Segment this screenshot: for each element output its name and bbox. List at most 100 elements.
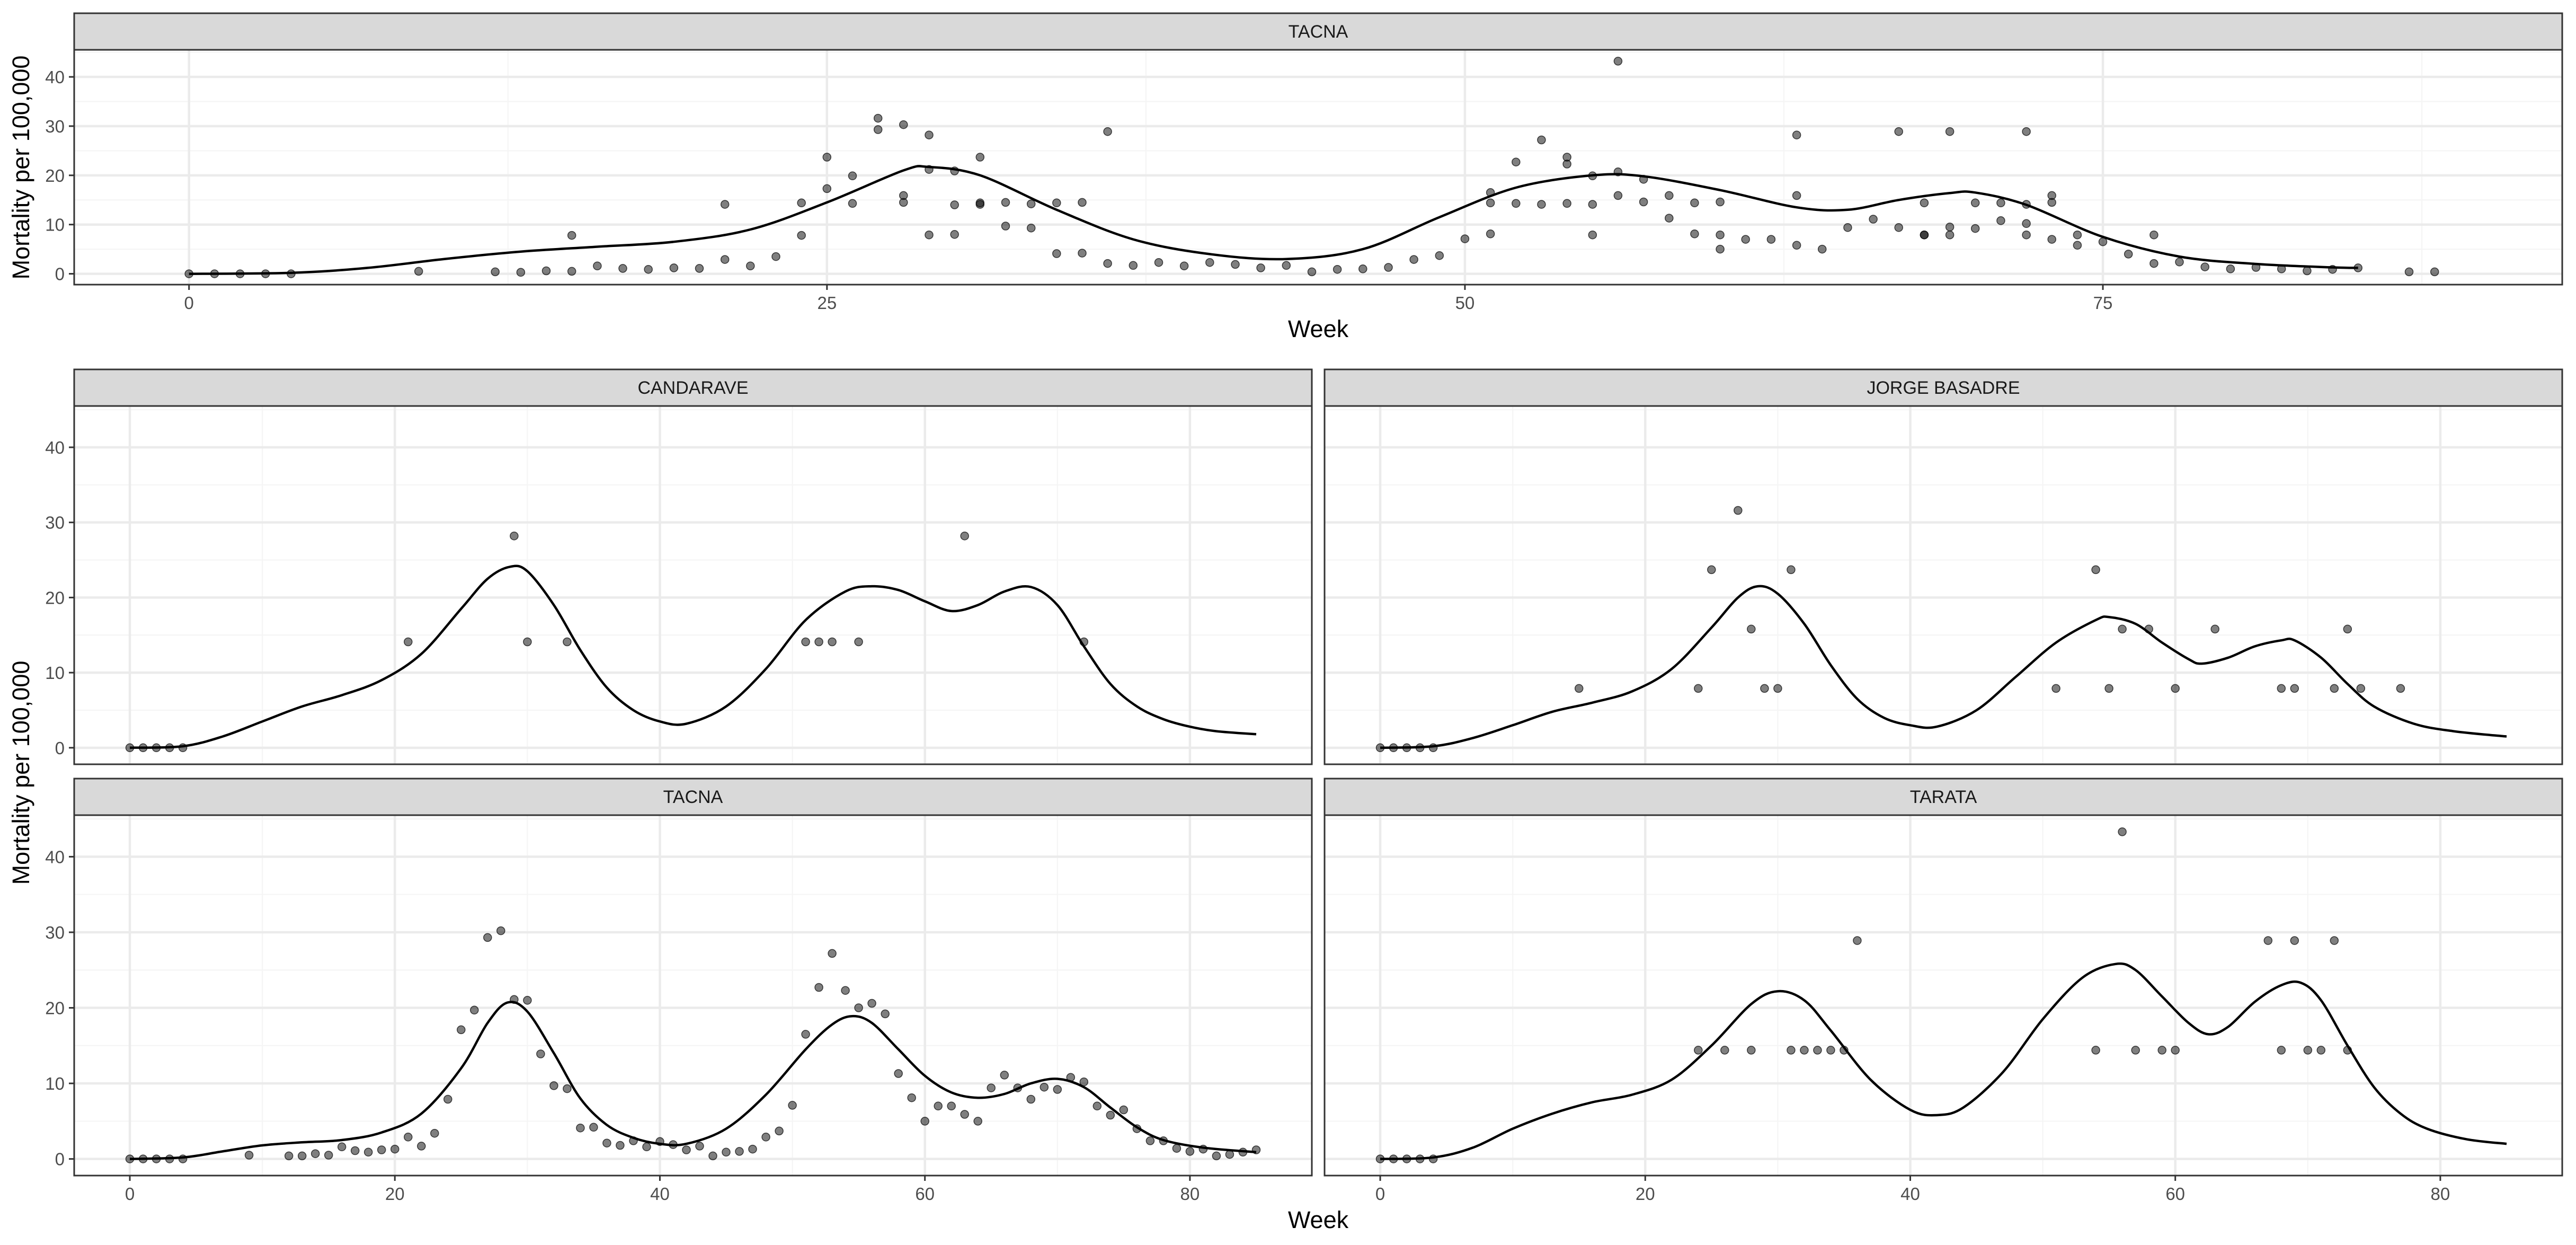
panel-bottom-tacna-point bbox=[549, 1081, 558, 1090]
panel-bottom-tacna-point bbox=[138, 1154, 148, 1163]
panel-top-tacna-point bbox=[1001, 198, 1010, 207]
panel-candarave-point bbox=[814, 637, 823, 647]
panel-tarata-point bbox=[1787, 1046, 1796, 1055]
panel-bottom-tacna-point bbox=[165, 1154, 174, 1163]
panel-top-tacna-x-tick-label: 0 bbox=[184, 293, 194, 313]
panel-top-tacna-point bbox=[2022, 127, 2031, 136]
panel-bottom-tacna-point bbox=[457, 1025, 466, 1035]
panel-bottom-tacna-y-tick-label: 30 bbox=[45, 923, 65, 942]
panel-top-tacna-point bbox=[1001, 222, 1010, 231]
panel-top-tacna-point bbox=[1512, 199, 1521, 208]
panel-top-tacna-point bbox=[1690, 198, 1699, 208]
panel-top-tacna-point bbox=[1537, 200, 1546, 209]
panel-bottom-tacna-point bbox=[708, 1151, 717, 1161]
panel-top-tacna-point bbox=[669, 263, 679, 272]
panel-candarave-point bbox=[1079, 637, 1089, 647]
panel-top-tacna-point bbox=[1588, 171, 1597, 181]
panel-candarave-point bbox=[960, 531, 969, 541]
panel-tarata-point bbox=[1389, 1154, 1398, 1163]
panel-top-tacna-point bbox=[1256, 263, 1265, 272]
panel-candarave-y-tick-label: 10 bbox=[45, 663, 65, 683]
panel-tarata-point bbox=[2171, 1046, 2180, 1055]
panel-bottom-tacna-point bbox=[1066, 1073, 1076, 1082]
panel-bottom-tacna-point bbox=[483, 933, 492, 942]
panel-jorge-basadre-point bbox=[1760, 684, 1769, 693]
panel-top-tacna-point bbox=[1460, 234, 1470, 243]
panel-candarave-y-tick-label: 20 bbox=[45, 588, 65, 607]
panel-top-tacna-point bbox=[1486, 229, 1495, 239]
panel-top-tacna-point bbox=[822, 184, 832, 193]
panel-top-tacna-point bbox=[2149, 259, 2158, 268]
panel-bottom-tacna-point bbox=[350, 1146, 360, 1155]
panel-top-tacna-point bbox=[1613, 191, 1623, 200]
panel-top-tacna-point bbox=[1945, 223, 1955, 232]
panel-jorge-basadre-points bbox=[1375, 506, 2405, 753]
panel-bottom-tacna-point bbox=[1053, 1085, 1062, 1094]
panel-top-tacna-point bbox=[1154, 258, 1163, 267]
panel-tarata-point bbox=[2263, 936, 2273, 945]
panel-bottom-tacna-x-axis: 0 20 40 60 80 bbox=[125, 1176, 1200, 1204]
panel-jorge-basadre: JORGE BASADRE bbox=[1323, 368, 2563, 765]
panel-top-tacna-point bbox=[2251, 263, 2261, 272]
panel-bottom-tacna-point bbox=[1198, 1144, 1208, 1154]
panel-candarave-title: CANDARAVE bbox=[637, 378, 748, 398]
panel-top-tacna-point bbox=[1665, 214, 1674, 223]
panel-top-tacna-point bbox=[1052, 198, 1061, 208]
panel-tarata-smooth-curve bbox=[1380, 962, 2507, 1160]
panel-top-tacna-point bbox=[2073, 230, 2082, 240]
panel-top-tacna-point bbox=[2200, 262, 2209, 271]
panel-candarave-y-tick-label: 40 bbox=[45, 438, 65, 457]
panel-tarata-point bbox=[2290, 936, 2299, 945]
panel-bottom-tacna-point bbox=[867, 999, 876, 1008]
panel-bottom-tacna-point bbox=[907, 1093, 916, 1102]
panel-top-tacna-point bbox=[2226, 264, 2235, 273]
panel-bottom-tacna-point bbox=[284, 1151, 294, 1161]
panel-top-tacna-point bbox=[925, 230, 934, 240]
panel-top-tacna-point bbox=[491, 267, 500, 277]
panel-top-tacna-point bbox=[950, 200, 959, 209]
panel-bottom-tacna-points bbox=[125, 926, 1261, 1163]
panel-top-tacna-point bbox=[2098, 237, 2108, 246]
panel-top-tacna-point bbox=[593, 261, 602, 270]
panel-top-tacna-point bbox=[1665, 191, 1674, 200]
panel-bottom-tacna-title: TACNA bbox=[663, 787, 723, 807]
panel-top-tacna-point bbox=[1843, 223, 1852, 232]
panel-jorge-basadre-point bbox=[1694, 684, 1703, 693]
panel-top-tacna-point bbox=[1537, 135, 1546, 145]
panel-tarata-point bbox=[2303, 1046, 2313, 1055]
panel-top-tacna-point bbox=[2277, 264, 2286, 273]
panel-bottom-tacna-point bbox=[655, 1137, 664, 1146]
panel-candarave-point bbox=[563, 637, 572, 647]
panel-top-tacna-y-tick-label: 0 bbox=[55, 264, 65, 284]
panel-tarata-point bbox=[2316, 1046, 2326, 1055]
panel-tarata-point bbox=[2343, 1046, 2352, 1055]
panel-bottom-tacna-point bbox=[735, 1147, 744, 1156]
panel-top-tacna-x-tick-label: 75 bbox=[2093, 293, 2113, 313]
panel-bottom-tacna-point bbox=[1159, 1136, 1168, 1145]
panel-bottom-tacna-point bbox=[1172, 1144, 1182, 1153]
panel-top-tacna-point bbox=[567, 231, 576, 240]
panel-tarata-point bbox=[1694, 1046, 1703, 1055]
panel-top-tacna-point bbox=[1282, 261, 1291, 270]
panel-bottom-tacna-point bbox=[761, 1133, 770, 1142]
panel-tarata-point bbox=[1826, 1046, 1835, 1055]
panel-top-tacna-point bbox=[2404, 267, 2414, 277]
panel-candarave-point bbox=[404, 637, 413, 647]
panel-top-tacna-point bbox=[1078, 198, 1087, 207]
panel-bottom-tacna-point bbox=[881, 1009, 890, 1019]
panel-top-tacna-point bbox=[899, 191, 908, 200]
panel-jorge-basadre-title: JORGE BASADRE bbox=[1867, 378, 2020, 398]
panel-top-tacna: TACNA 0 10 20 30 40 0 25 50 75 Week Mortality p… bbox=[7, 12, 2563, 342]
panel-bottom-tacna-point bbox=[602, 1138, 611, 1147]
panel-top-tacna-point bbox=[720, 200, 730, 209]
panel-candarave-major-grid bbox=[74, 406, 1312, 764]
panel-bottom-tacna-point bbox=[430, 1128, 439, 1138]
panel-bottom-tacna-point bbox=[310, 1149, 320, 1158]
panel-top-tacna-point bbox=[210, 269, 219, 278]
panel-bottom-tacna-point bbox=[563, 1084, 572, 1093]
panel-top-tacna-point bbox=[2175, 258, 2184, 267]
panel-bottom-tacna-point bbox=[841, 986, 850, 995]
panel-bottom-tacna-point bbox=[642, 1142, 651, 1152]
panel-top-tacna-point bbox=[235, 269, 245, 278]
panel-top-tacna-point bbox=[541, 266, 551, 276]
